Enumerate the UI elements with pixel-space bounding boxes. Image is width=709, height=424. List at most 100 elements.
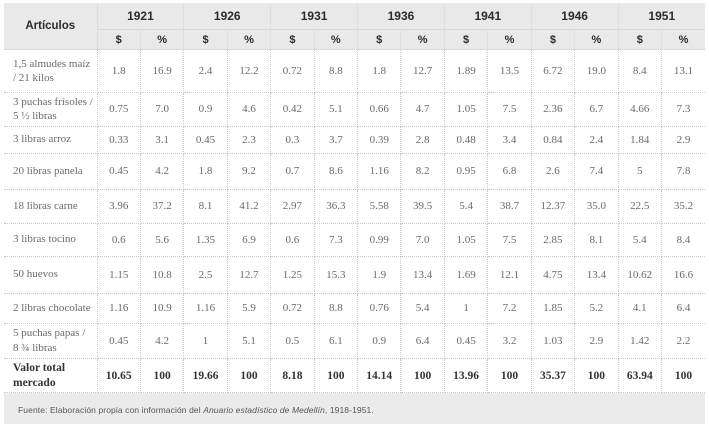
source-suffix: , 1918-1951. bbox=[324, 405, 374, 416]
cell-value: 5 bbox=[617, 152, 662, 190]
cell-value: 19.66 bbox=[183, 357, 228, 394]
cell-value: 1.16 bbox=[183, 292, 228, 324]
cell-value: 12.2 bbox=[226, 49, 272, 93]
percent-subheader: % bbox=[660, 29, 705, 50]
cell-value: 4.2 bbox=[139, 322, 185, 359]
currency-subheader: $ bbox=[96, 29, 141, 50]
cell-value: 100 bbox=[660, 357, 705, 394]
cell-value: 4.1 bbox=[617, 292, 662, 324]
percent-subheader: % bbox=[139, 29, 184, 50]
cell-value: 0.48 bbox=[443, 125, 489, 154]
cell-value: 2.85 bbox=[530, 222, 576, 257]
cell-value: 2.4 bbox=[183, 49, 228, 93]
cell-value: 35.0 bbox=[574, 188, 619, 224]
cell-value: 5.4 bbox=[443, 188, 489, 224]
cell-value: 3.2 bbox=[487, 322, 532, 359]
cell-value: 7.3 bbox=[660, 92, 705, 127]
table-row: Valor total mercado 10.65 100 19.66 100 8.18 1… bbox=[4, 357, 705, 394]
year-header: 1921 bbox=[96, 3, 184, 30]
row-label: 3 puchas frísoles / 5 ½ libras bbox=[4, 92, 98, 127]
subheader-row: $% $% $% $% $% $% $% bbox=[4, 29, 705, 50]
cell-value: 0.5 bbox=[270, 322, 315, 359]
year-header: 1941 bbox=[443, 3, 532, 30]
cell-value: 6.8 bbox=[487, 152, 532, 190]
cell-value: 0.33 bbox=[96, 125, 141, 154]
cell-value: 1 bbox=[183, 322, 228, 359]
cell-value: 0.39 bbox=[357, 125, 402, 154]
table-row: 5 puchas papas / 8 ¾ libras 0.45 4.2 1 5.1 0.… bbox=[4, 322, 705, 359]
cell-value: 36.3 bbox=[313, 188, 359, 224]
cell-value: 6.4 bbox=[660, 292, 705, 324]
cell-value: 0.72 bbox=[270, 49, 315, 93]
cell-value: 35.37 bbox=[530, 357, 576, 394]
cell-value: 8.1 bbox=[183, 188, 228, 224]
row-label: 5 puchas papas / 8 ¾ libras bbox=[4, 322, 98, 359]
articles-column-header: Artículos bbox=[4, 3, 98, 50]
row-label: 1,5 almudes maíz / 21 kilos bbox=[4, 49, 98, 93]
cell-value: 13.5 bbox=[487, 49, 532, 93]
row-label: 20 libras panela bbox=[4, 152, 98, 190]
cell-value: 4.7 bbox=[400, 92, 445, 127]
table-row: 20 libras panela 0.45 4.2 1.8 9.2 0.7 8.6 1.16 8… bbox=[4, 152, 705, 190]
cell-value: 1.05 bbox=[443, 222, 489, 257]
cell-value: 100 bbox=[139, 357, 185, 394]
cell-value: 100 bbox=[400, 357, 445, 394]
cell-value: 2.4 bbox=[574, 125, 619, 154]
cell-value: 1.16 bbox=[357, 152, 402, 190]
cell-value: 2.97 bbox=[270, 188, 315, 224]
currency-subheader: $ bbox=[183, 29, 228, 50]
cell-value: 0.42 bbox=[270, 92, 315, 127]
cell-value: 63.94 bbox=[617, 357, 662, 394]
currency-subheader: $ bbox=[270, 29, 315, 50]
cell-value: 7.5 bbox=[487, 92, 532, 127]
year-header: 1946 bbox=[530, 3, 619, 30]
source-title-italic: Anuario estadístico de Medellín bbox=[203, 405, 325, 416]
year-header: 1926 bbox=[183, 3, 271, 30]
row-label: 18 libras carne bbox=[4, 188, 98, 224]
cell-value: 2.8 bbox=[400, 125, 445, 154]
cell-value: 14.14 bbox=[357, 357, 402, 394]
cell-value: 6.1 bbox=[313, 322, 359, 359]
cell-value: 3.1 bbox=[139, 125, 185, 154]
cell-value: 0.9 bbox=[183, 92, 228, 127]
cell-value: 3.4 bbox=[487, 125, 532, 154]
cell-value: 4.6 bbox=[226, 92, 272, 127]
cell-value: 0.76 bbox=[357, 292, 402, 324]
cell-value: 5.9 bbox=[226, 292, 272, 324]
cell-value: 0.3 bbox=[270, 125, 315, 154]
cell-value: 16.9 bbox=[139, 49, 185, 93]
cell-value: 1.85 bbox=[530, 292, 576, 324]
row-label: 3 libras arroz bbox=[4, 125, 98, 154]
market-prices-table: Artículos 1921 1926 1931 1936 1941 1946 1951 $… bbox=[4, 3, 705, 394]
cell-value: 7.0 bbox=[139, 92, 185, 127]
cell-value: 3.96 bbox=[96, 188, 141, 224]
cell-value: 16.6 bbox=[660, 255, 705, 294]
percent-subheader: % bbox=[226, 29, 271, 50]
cell-value: 6.9 bbox=[226, 222, 272, 257]
cell-value: 8.4 bbox=[660, 222, 705, 257]
cell-value: 0.45 bbox=[96, 152, 141, 190]
cell-value: 2.5 bbox=[183, 255, 228, 294]
table-head: Artículos 1921 1926 1931 1936 1941 1946 1951 $… bbox=[4, 3, 705, 50]
cell-value: 1.89 bbox=[443, 49, 489, 93]
cell-value: 1 bbox=[443, 292, 489, 324]
cell-value: 100 bbox=[226, 357, 272, 394]
cell-value: 1.8 bbox=[183, 152, 228, 190]
cell-value: 5.6 bbox=[139, 222, 185, 257]
cell-value: 22.5 bbox=[617, 188, 662, 224]
cell-value: 8.6 bbox=[313, 152, 359, 190]
cell-value: 5.2 bbox=[574, 292, 619, 324]
cell-value: 12.37 bbox=[530, 188, 576, 224]
cell-value: 1.25 bbox=[270, 255, 315, 294]
cell-value: 100 bbox=[574, 357, 619, 394]
cell-value: 6.7 bbox=[574, 92, 619, 127]
cell-value: 19.0 bbox=[574, 49, 619, 93]
cell-value: 10.62 bbox=[617, 255, 662, 294]
cell-value: 5.4 bbox=[400, 292, 445, 324]
table-row: 18 libras carne 3.96 37.2 8.1 41.2 2.97 36.3 5.… bbox=[4, 188, 705, 224]
cell-value: 4.75 bbox=[530, 255, 576, 294]
cell-value: 0.45 bbox=[183, 125, 228, 154]
cell-value: 13.4 bbox=[574, 255, 619, 294]
cell-value: 0.99 bbox=[357, 222, 402, 257]
cell-value: 12.7 bbox=[400, 49, 445, 93]
